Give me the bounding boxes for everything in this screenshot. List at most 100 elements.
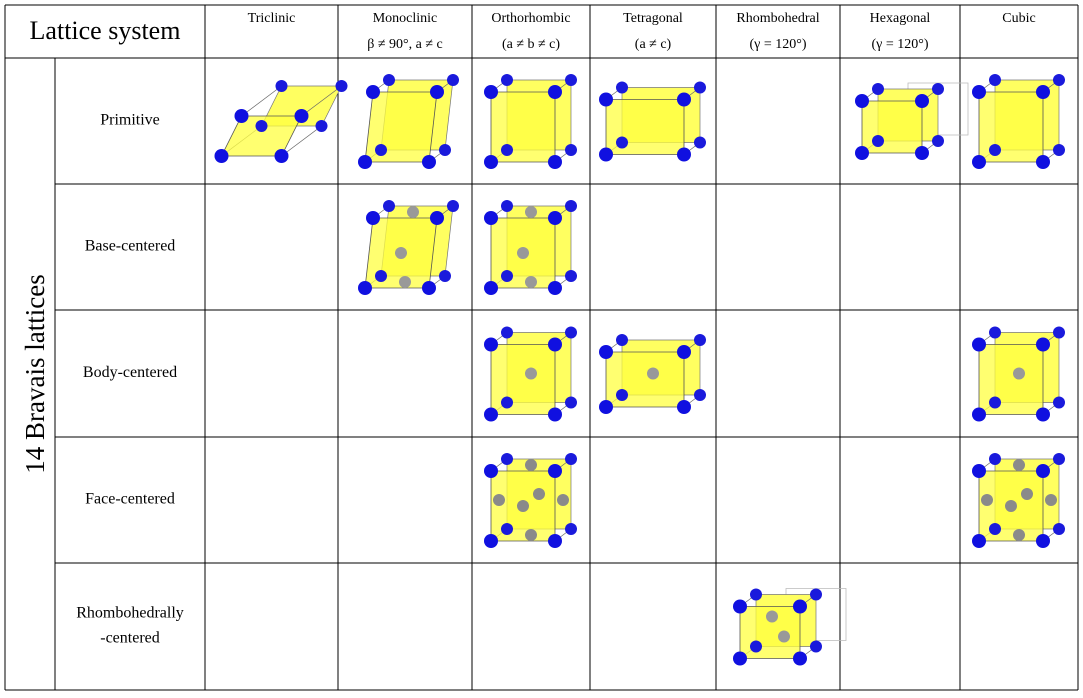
side-label: 14 Bravais lattices (20, 274, 50, 473)
atom (694, 136, 706, 149)
atom (525, 529, 537, 541)
atom (565, 200, 577, 212)
row-label: Face-centered (85, 491, 175, 508)
column-header: Orthorhombic (491, 11, 570, 26)
atom (932, 135, 944, 147)
atom (335, 80, 348, 92)
lattice-diagram (214, 80, 348, 163)
atom (1021, 488, 1033, 500)
atom (793, 599, 807, 614)
atom (616, 389, 628, 401)
row-label: Primitive (100, 112, 160, 129)
atom (395, 247, 407, 259)
atom (1036, 407, 1050, 422)
atom (599, 345, 613, 359)
front-face (490, 91, 556, 163)
atom (855, 94, 869, 108)
atom (972, 534, 986, 548)
atom (616, 334, 628, 346)
atom (366, 211, 380, 225)
atom (677, 92, 691, 107)
atom (647, 367, 659, 380)
atom (915, 94, 929, 108)
atom (548, 407, 562, 422)
atom (1013, 529, 1025, 541)
atom (484, 464, 498, 478)
front-face (861, 100, 923, 154)
atom (733, 651, 747, 666)
atom (548, 534, 562, 548)
atom (989, 74, 1001, 86)
atom (1053, 396, 1065, 409)
atom (501, 74, 513, 86)
atom (694, 389, 706, 401)
atom (548, 464, 562, 478)
atom (677, 345, 691, 359)
atom (565, 270, 577, 282)
atom (616, 81, 628, 94)
atom (315, 120, 328, 132)
column-header: Triclinic (248, 11, 296, 26)
atom (778, 630, 790, 643)
atom (972, 155, 986, 169)
atom (366, 85, 380, 99)
atom (565, 326, 577, 339)
atom (548, 155, 562, 169)
atom (517, 247, 529, 259)
column-header: (γ = 120°) (871, 37, 928, 52)
atom (439, 144, 451, 156)
atom (383, 200, 395, 212)
edge (301, 85, 342, 117)
atom (525, 276, 537, 288)
atom (599, 147, 613, 162)
atom (855, 146, 869, 160)
atom (430, 85, 444, 99)
column-header: (a ≠ b ≠ c) (502, 37, 560, 52)
atom (548, 281, 562, 295)
row-label: Base-centered (85, 238, 176, 255)
atom (1053, 453, 1065, 465)
lattice-diagram (599, 334, 706, 414)
atom (810, 588, 822, 601)
atom (557, 494, 569, 506)
atom (989, 396, 1001, 409)
column-header: Cubic (1002, 11, 1035, 26)
atom (501, 144, 513, 156)
atom (525, 459, 537, 471)
atom (294, 109, 309, 123)
column-header: Tetragonal (623, 11, 683, 26)
atom (484, 534, 498, 548)
atom (565, 144, 577, 156)
atom (525, 206, 537, 218)
atom (501, 270, 513, 282)
atom (565, 74, 577, 86)
atom (375, 270, 387, 282)
lattice-diagram (599, 81, 706, 162)
column-header: Rhombohedral (736, 11, 819, 26)
lattice-diagram (484, 326, 577, 422)
atom (501, 396, 513, 409)
atom (766, 610, 778, 623)
atom (750, 588, 762, 601)
atom (932, 83, 944, 95)
atom (565, 453, 577, 465)
edge (241, 85, 282, 117)
atom (533, 488, 545, 500)
atom (501, 453, 513, 465)
atom (484, 85, 498, 99)
atom (565, 523, 577, 535)
atom (548, 337, 562, 352)
lattice-diagram (972, 74, 1065, 169)
atom (447, 74, 459, 86)
atom (733, 599, 747, 614)
atom (525, 367, 537, 380)
lattice-diagram (484, 74, 577, 169)
atom (493, 494, 505, 506)
lattice-diagram (358, 74, 459, 169)
edge (281, 125, 322, 157)
atom (989, 453, 1001, 465)
lattice-diagram (358, 200, 459, 295)
lattice-diagram (484, 453, 577, 548)
atom (565, 396, 577, 409)
